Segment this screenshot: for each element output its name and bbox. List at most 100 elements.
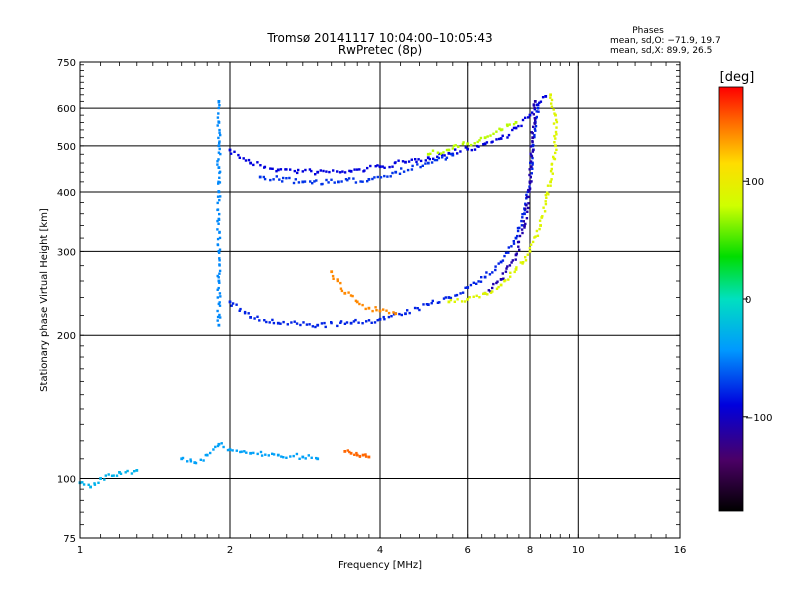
- data-point: [218, 128, 221, 132]
- data-point: [447, 300, 451, 304]
- data-point: [229, 152, 233, 155]
- data-point: [371, 309, 374, 313]
- data-point: [216, 195, 220, 198]
- data-point: [272, 453, 276, 456]
- data-point: [529, 243, 533, 246]
- x-tick-label: 6: [465, 545, 471, 556]
- data-point: [216, 444, 220, 448]
- data-point: [532, 125, 535, 128]
- data-point: [222, 445, 225, 449]
- data-point: [406, 168, 410, 172]
- data-point: [531, 167, 534, 170]
- data-point: [531, 161, 534, 164]
- data-point: [480, 276, 483, 279]
- data-point: [468, 296, 471, 299]
- data-point: [501, 128, 504, 131]
- data-point: [529, 161, 532, 165]
- data-point: [430, 302, 433, 305]
- data-point: [103, 478, 106, 481]
- data-point: [461, 142, 465, 146]
- data-point: [237, 153, 240, 157]
- data-point: [466, 147, 470, 151]
- data-point: [552, 122, 556, 125]
- data-point: [521, 213, 524, 216]
- data-point: [441, 156, 444, 159]
- data-point: [555, 133, 558, 136]
- data-point: [314, 325, 317, 329]
- data-point: [549, 184, 552, 187]
- data-point: [218, 272, 221, 275]
- data-point: [536, 106, 540, 110]
- data-point: [228, 148, 232, 152]
- data-point: [532, 113, 535, 116]
- y-tick-label: 600: [57, 104, 76, 115]
- data-point: [438, 301, 441, 304]
- data-point: [371, 177, 374, 181]
- data-point: [555, 120, 559, 124]
- data-point: [540, 216, 544, 219]
- data-point: [525, 217, 529, 220]
- data-point: [495, 287, 499, 290]
- data-point: [478, 139, 481, 142]
- data-point: [323, 321, 326, 325]
- data-point: [437, 156, 441, 160]
- data-point: [454, 294, 457, 297]
- data-point: [373, 176, 376, 179]
- data-point: [537, 110, 540, 113]
- data-point: [533, 106, 536, 110]
- data-point: [217, 222, 220, 225]
- data-point: [346, 179, 349, 182]
- data-point: [189, 460, 193, 463]
- data-point: [216, 288, 219, 291]
- data-point: [430, 161, 434, 164]
- data-point: [512, 242, 516, 245]
- data-point: [252, 451, 255, 455]
- data-point: [389, 175, 392, 178]
- data-point: [82, 483, 86, 486]
- data-point: [316, 170, 320, 174]
- data-point: [336, 170, 339, 173]
- data-point: [226, 448, 230, 452]
- data-point: [554, 151, 557, 155]
- data-point: [443, 154, 446, 157]
- data-point: [219, 316, 222, 319]
- data-point: [392, 311, 395, 314]
- data-point: [550, 162, 554, 166]
- data-point: [293, 320, 296, 323]
- data-point: [263, 177, 267, 181]
- data-point: [278, 178, 281, 181]
- data-point: [217, 442, 221, 446]
- data-point: [521, 216, 524, 219]
- data-point: [217, 279, 221, 283]
- data-point: [301, 455, 305, 459]
- data-point: [550, 102, 553, 105]
- data-point: [489, 291, 493, 294]
- data-point: [265, 320, 268, 324]
- data-point: [486, 293, 489, 296]
- data-point: [529, 152, 532, 155]
- data-point: [271, 452, 274, 455]
- data-point: [539, 224, 542, 227]
- data-point: [397, 159, 400, 162]
- data-point: [482, 292, 485, 295]
- data-point: [118, 471, 121, 474]
- data-point: [497, 285, 500, 289]
- data-point: [216, 163, 219, 166]
- data-point: [189, 458, 192, 461]
- data-point: [319, 169, 322, 172]
- data-point: [516, 234, 519, 238]
- data-point: [533, 100, 537, 103]
- data-point: [429, 152, 432, 155]
- data-point: [361, 322, 364, 325]
- data-point: [239, 450, 242, 454]
- data-point: [454, 148, 457, 151]
- data-point: [410, 168, 414, 171]
- data-point: [492, 282, 495, 286]
- data-point: [382, 315, 385, 319]
- data-point: [355, 451, 358, 455]
- data-point: [523, 224, 526, 227]
- colorbar-gradient: [718, 86, 744, 512]
- data-point: [276, 321, 280, 325]
- data-point: [352, 177, 355, 180]
- data-point: [361, 453, 365, 457]
